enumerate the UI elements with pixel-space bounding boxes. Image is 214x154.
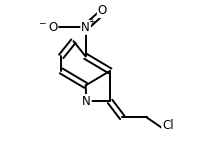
Text: N: N [81,21,90,34]
Text: −: − [38,18,46,27]
Text: +: + [88,17,94,26]
Text: O: O [98,4,107,17]
Text: Cl: Cl [162,119,174,132]
Text: O: O [48,21,57,34]
Text: N: N [82,95,91,108]
